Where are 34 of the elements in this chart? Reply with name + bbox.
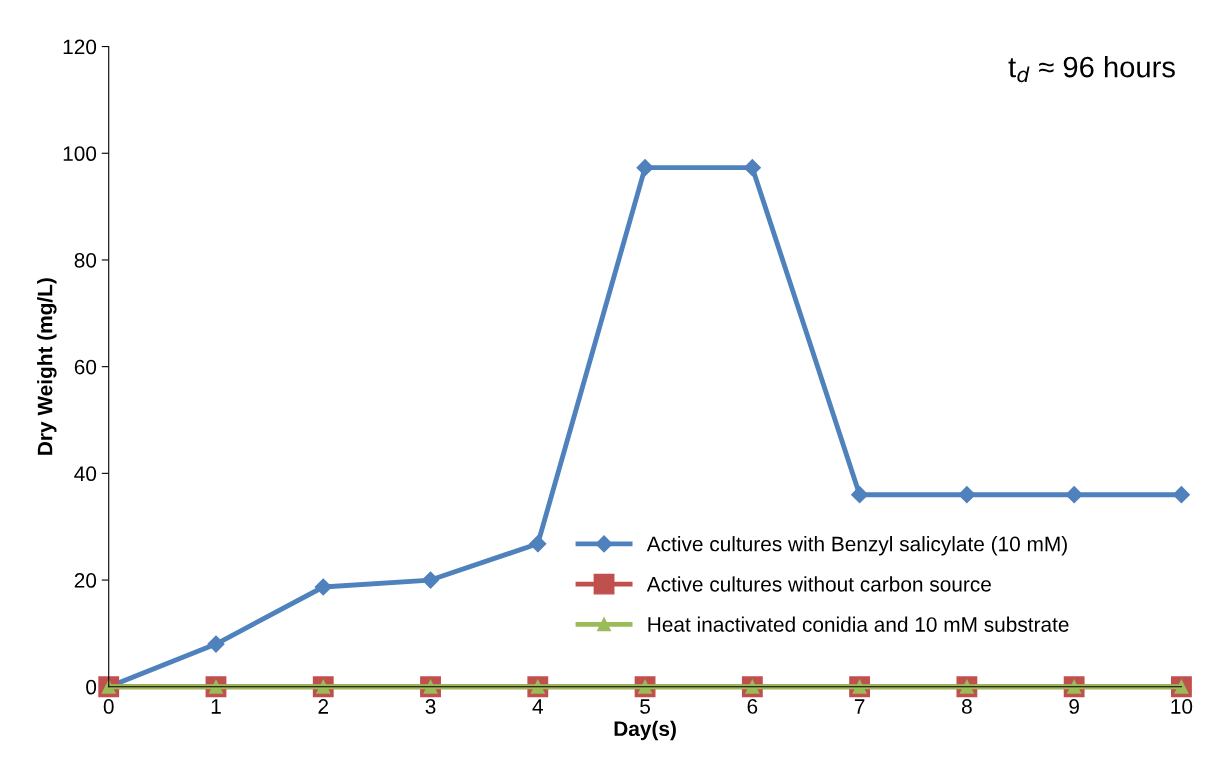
y-axis-title: Dry Weight (mg/L) xyxy=(37,278,57,455)
y-tick-label: 40 xyxy=(74,466,97,482)
x-tick-label: 1 xyxy=(211,699,221,714)
x-tick-label: 6 xyxy=(747,699,758,714)
x-tick-label: 3 xyxy=(425,699,436,714)
x-tick-label: 5 xyxy=(640,699,650,714)
legend-label: Heat inactivated conidia and 10 mM substrate xyxy=(648,616,1069,632)
x-tick-label: 10 xyxy=(1171,699,1193,714)
point xyxy=(1065,486,1083,504)
point xyxy=(207,635,225,653)
y-tick-label: 80 xyxy=(74,252,97,268)
x-tick-label: 2 xyxy=(318,699,329,714)
x-tick-label: 0 xyxy=(103,699,114,714)
y-tick-label: 0 xyxy=(86,679,97,695)
y-tick-label: 20 xyxy=(74,573,97,588)
legend-label: Active cultures without carbon source xyxy=(646,576,991,592)
y-tick-label: 100 xyxy=(63,146,97,162)
point xyxy=(743,159,761,177)
point xyxy=(851,486,869,504)
x-axis-title: Day(s) xyxy=(614,720,676,741)
x-tick-label: 8 xyxy=(962,699,972,714)
annotation: t$_{d}$ ≈ 96 hours xyxy=(1008,56,1175,83)
point xyxy=(636,159,654,177)
x-tick-label: 4 xyxy=(532,699,543,714)
legend-label: Active cultures with Benzyl salicylate (10 mM) xyxy=(646,536,1067,556)
point xyxy=(314,578,332,596)
x-tick-label: 9 xyxy=(1069,699,1079,714)
point xyxy=(1172,486,1190,504)
y-tick-label: 120 xyxy=(63,39,97,55)
point xyxy=(421,571,440,589)
point xyxy=(958,486,976,504)
point xyxy=(529,535,547,553)
y-tick-label: 60 xyxy=(74,359,97,375)
x-tick-label: 7 xyxy=(854,699,865,714)
